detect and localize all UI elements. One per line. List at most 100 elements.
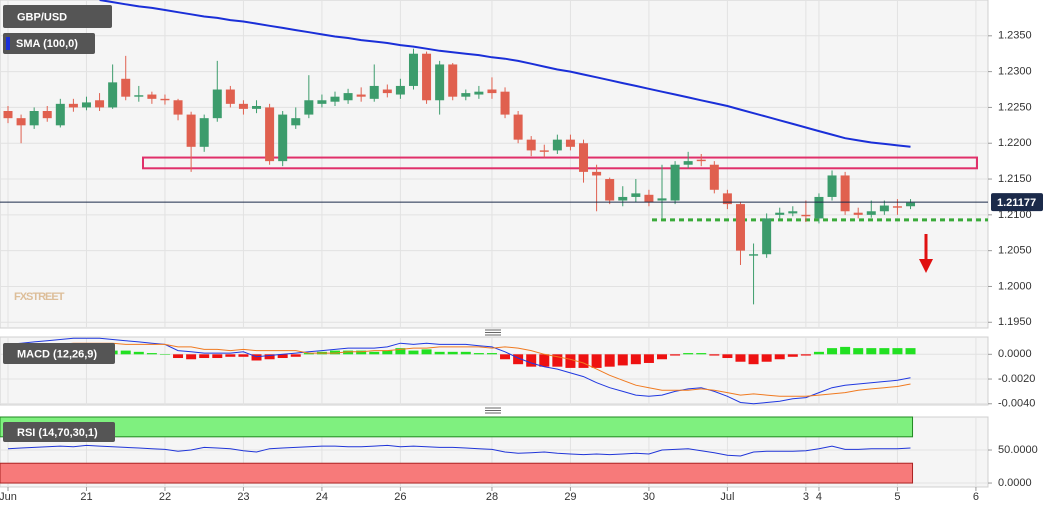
resistance-zone [142, 156, 978, 170]
macd-histogram-bar [774, 354, 785, 360]
last-price-label: 1.21177 [997, 197, 1036, 209]
legend-label: RSI (14,70,30,1) [17, 427, 98, 439]
macd-histogram-bar [303, 353, 314, 355]
macd-histogram-bar [761, 354, 772, 362]
candle-body [539, 150, 549, 152]
y-tick-label: 0.0000 [998, 348, 1032, 360]
macd-histogram-bar [330, 350, 340, 355]
macd-histogram-bar [526, 354, 537, 367]
candle-body [657, 198, 667, 201]
x-tick-label: 23 [237, 491, 249, 503]
macd-histogram-bar [879, 348, 890, 355]
candle-body [435, 64, 445, 101]
macd-histogram-bar [264, 354, 275, 360]
macd-histogram-bar [696, 353, 707, 355]
y-tick-label: 1.2150 [998, 173, 1032, 185]
candle-body [906, 202, 916, 207]
candle-body [422, 53, 432, 101]
candle-body [382, 89, 392, 94]
macd-histogram-bar [238, 354, 249, 357]
candle-body [670, 164, 680, 201]
candle-body [55, 103, 65, 126]
macd-histogram-bar [840, 346, 851, 355]
x-tick-label: 3 [803, 491, 809, 503]
candle-body [644, 194, 654, 202]
legend-box [3, 5, 112, 28]
candle-body [775, 212, 785, 215]
macd-histogram-bar [892, 348, 903, 355]
macd-histogram-bar [552, 354, 563, 367]
macd-histogram-bar [513, 354, 524, 365]
macd-histogram-bar [722, 354, 733, 359]
candle-body [186, 114, 196, 147]
candle-body [108, 82, 118, 108]
y-tick-label: 1.2100 [998, 209, 1032, 221]
candle-body [892, 206, 902, 208]
y-tick-label: 0.0000 [998, 477, 1032, 489]
macd-histogram-bar [133, 351, 144, 355]
pane-handle [485, 329, 501, 414]
y-tick-label: 50.0000 [998, 444, 1038, 456]
macd-histogram-bar [604, 354, 615, 367]
candle-body [448, 64, 458, 97]
macd-histogram-bar [447, 351, 458, 355]
macd-histogram-bar [735, 354, 746, 362]
candle-body [304, 100, 314, 115]
y-tick-label: 1.2200 [998, 137, 1032, 149]
candle-body [722, 193, 732, 205]
down-arrow [919, 234, 933, 273]
overbought-band [0, 416, 914, 438]
candle-body [68, 103, 78, 108]
macd-histogram-bar [905, 348, 916, 355]
candle-body [513, 114, 523, 140]
candle-body [16, 118, 26, 126]
candle-body [487, 89, 497, 94]
y-tick-label: 1.2000 [998, 280, 1032, 292]
candle-body [565, 139, 575, 147]
candle-body [395, 85, 405, 95]
candle-body [552, 139, 562, 151]
x-tick-label: Jun [0, 491, 17, 503]
legend-label: GBP/USD [17, 11, 67, 23]
macd-histogram-bar [853, 348, 864, 355]
macd-histogram-bar [800, 354, 811, 356]
macd-histogram-bar [251, 354, 262, 361]
candle-body [173, 100, 183, 115]
macd-histogram-bar [748, 354, 759, 365]
macd-histogram-bar [813, 351, 824, 355]
macd-histogram-bar [159, 354, 170, 355]
candle-body [330, 96, 340, 102]
candle-body [199, 118, 209, 147]
sma-legend-box [3, 33, 95, 54]
x-tick-label: 30 [643, 491, 655, 503]
candle-body [592, 171, 602, 176]
macd-histogram-bar [591, 354, 602, 368]
candle-body [866, 211, 876, 215]
candle-body [121, 78, 131, 97]
macd-histogram-bar [473, 353, 484, 355]
macd-histogram-bar [500, 354, 511, 360]
candle-body [356, 94, 366, 97]
macd-histogram-bar [565, 354, 576, 368]
macd-histogram-bar [146, 353, 157, 355]
y-tick-label: 1.1950 [998, 316, 1032, 328]
candle-body [212, 89, 222, 119]
macd-histogram-bar [421, 349, 432, 355]
macd-histogram-bar [709, 354, 720, 356]
macd-line [7, 337, 911, 405]
last-price-box [991, 193, 1043, 212]
candle-body [735, 204, 745, 251]
macd-histogram-bar [356, 350, 367, 355]
candle-body [238, 103, 248, 109]
macd-histogram-bar [486, 353, 497, 355]
macd-histogram-bar [539, 354, 550, 367]
candle-body [29, 111, 39, 126]
y-tick-label: -0.0020 [998, 373, 1035, 385]
y-tick-label: 1.2350 [998, 30, 1032, 42]
candle-body [317, 100, 327, 104]
candle-body [683, 161, 693, 165]
y-tick-label: -0.0040 [998, 398, 1035, 410]
candle-body [879, 205, 889, 212]
macd-histogram-bar [630, 354, 641, 365]
macd-histogram-bar [434, 351, 445, 355]
